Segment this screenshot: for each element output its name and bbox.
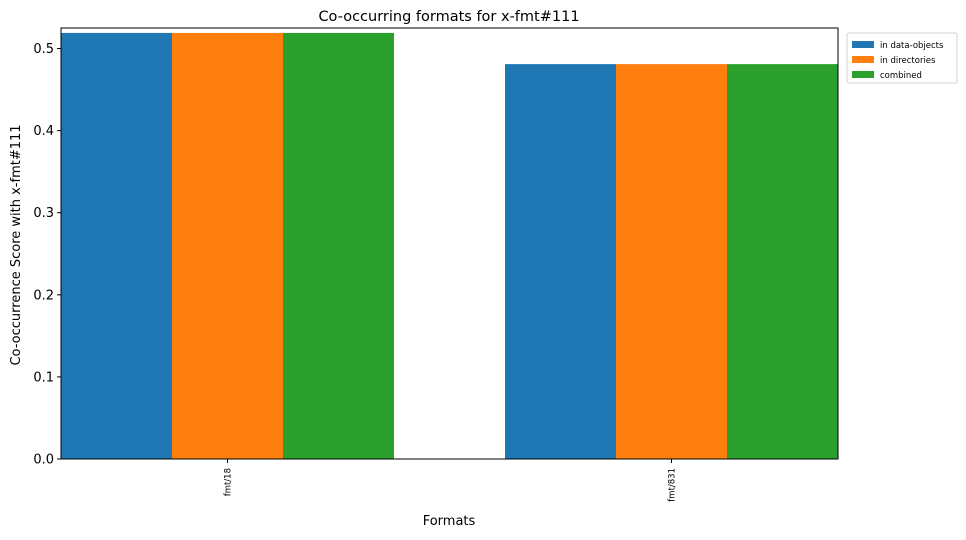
plot-frame [60, 27, 839, 460]
bar-in-directories-fmt-18 [172, 32, 283, 459]
bar-combined-fmt-18 [283, 32, 394, 459]
bar-in-data-objects-fmt-18 [61, 32, 172, 459]
chart-title: Co-occurring formats for x-fmt#111 [318, 9, 579, 25]
y-tick-label: 0.4 [33, 124, 54, 139]
legend-label: in data-objects [880, 41, 944, 51]
y-axis-label: Co-occurrence Score with x-fmt#111 [9, 124, 24, 365]
bar-in-data-objects-fmt-831 [505, 64, 616, 460]
y-tick-label: 0.0 [33, 453, 54, 468]
y-tick-label: 0.1 [33, 370, 54, 385]
bar-in-directories-fmt-831 [616, 64, 727, 460]
x-tick-label: fmt/18 [224, 468, 234, 496]
y-tick-label: 0.5 [33, 42, 54, 57]
legend-swatch [852, 56, 874, 63]
bar-combined-fmt-831 [727, 64, 838, 460]
plot-area: 0.0 0.1 0.2 0.3 0.4 0.5 fmt/18 fmt/831 [33, 27, 839, 502]
legend: in data-objects in directories combined [846, 32, 958, 84]
legend-frame [846, 32, 958, 84]
x-tick-label: fmt/831 [668, 468, 678, 502]
y-tick-label: 0.3 [33, 206, 54, 221]
y-tick-label: 0.2 [33, 288, 54, 303]
legend-label: in directories [880, 56, 936, 66]
legend-swatch [852, 41, 874, 48]
legend-label: combined [880, 71, 922, 81]
legend-swatch [852, 71, 874, 78]
x-axis-label: Formats [423, 514, 476, 529]
